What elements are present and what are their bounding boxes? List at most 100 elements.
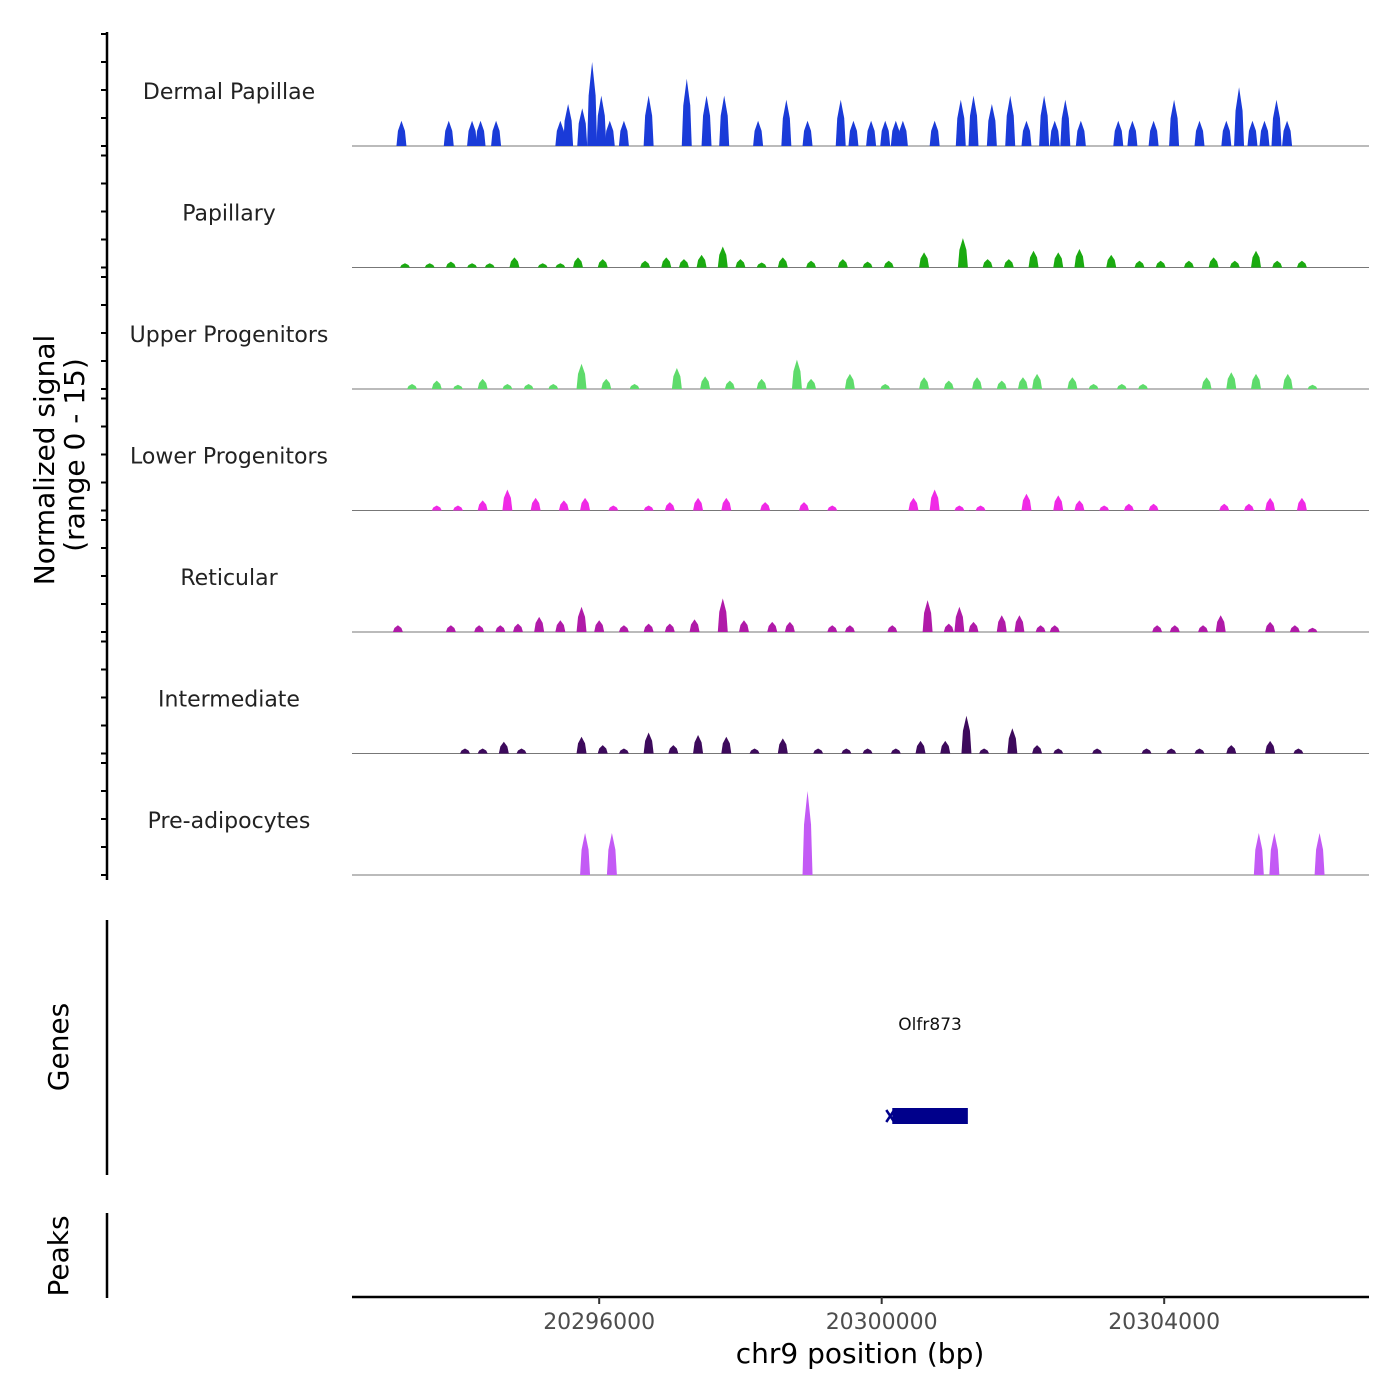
signal-peak [587,62,598,146]
signal-peak [643,732,654,754]
signal-peak [1014,615,1025,632]
signal-peak [1226,372,1237,389]
y-axis-range: (range 0 - 15) [58,358,91,552]
signal-peak [643,505,654,511]
signal-peak [563,104,574,146]
signal-peak [1123,503,1134,511]
signal-peak [1067,377,1078,389]
signal-peak [594,620,605,632]
signal-peak [721,497,732,511]
signal-peak [1003,259,1014,268]
signal-peak [661,257,672,268]
peaks-track-label: Peaks [42,1215,75,1296]
signal-peak [1017,377,1028,389]
signal-peak [484,263,495,268]
signal-peak [491,120,502,146]
signal-peak [392,625,403,632]
signal-peak [1247,120,1258,146]
signal-peak [1253,833,1264,875]
signal-peak [597,259,608,268]
signal-peak [629,383,640,389]
signal-peak [1307,627,1318,632]
signal-peak [1134,260,1145,268]
track-pre-adipocytes: Pre-adipocytes [148,791,1369,876]
signal-y-ticks [101,33,107,876]
signal-peak [671,368,682,389]
signal-peak [996,615,1007,632]
signal-peak [1127,120,1138,146]
signal-peak [897,120,908,146]
signal-peak [407,383,418,389]
signal-peak [813,748,824,754]
signal-peak [1049,120,1060,146]
signal-peak [523,383,534,389]
signal-peak [1269,833,1280,875]
signal-peak [919,252,930,268]
signal-peak [806,260,817,268]
signal-peak [643,95,654,146]
signal-peak [943,623,954,632]
signal-peak [1116,383,1127,389]
signal-peak [643,623,654,632]
signal-peak [534,616,545,632]
signal-peak [1060,99,1071,146]
signal-peak [1155,260,1166,268]
signal-peak [1138,383,1148,389]
gene-strand-marker [885,1109,896,1123]
x-tick-label: 20296000 [543,1310,655,1335]
signal-peak [961,715,972,754]
signal-tracks: Dermal Papillae Papillary Upper Progenitor… [130,62,1369,876]
signal-peak [689,619,700,632]
signal-peak [922,600,933,632]
signal-peak [1215,615,1226,632]
signal-peak [577,108,588,146]
signal-peak [608,505,619,511]
x-axis-title: chr9 position (bp) [736,1337,985,1370]
track-papillary: Papillary [182,202,1369,268]
signal-peak [601,378,612,389]
signal-peak [530,497,541,511]
signal-peak [1194,120,1205,146]
track-dermal-papillae: Dermal Papillae [143,62,1369,147]
signal-peak [576,606,587,632]
signal-peak [986,104,997,146]
signal-peak [495,625,506,632]
signal-peak [791,359,802,389]
signal-peak [1201,377,1212,389]
signal-peak [827,625,838,632]
signal-peak [509,257,520,268]
signal-peak [696,254,707,268]
signal-peak [717,246,728,268]
signal-peak [681,78,692,146]
signal-peak [1032,745,1043,754]
signal-peak [954,505,965,511]
signal-peak [606,833,617,875]
signal-peak [1148,503,1159,511]
signal-peak [866,120,877,146]
signal-peak [580,833,591,875]
signal-peak [558,500,569,511]
signal-peak [477,378,488,389]
signal-peak [929,489,940,511]
signal-peak [719,95,730,146]
signal-peak [844,625,855,632]
signal-peak [777,257,788,268]
signal-peak [1221,120,1232,146]
signal-peak [618,120,629,146]
signal-peak [664,623,675,632]
signal-peak [848,120,859,146]
signal-peak [756,378,767,389]
signal-peak [555,620,566,632]
signal-peak [555,263,566,268]
signal-peak [841,748,852,754]
signal-peak [1296,260,1307,268]
track-intermediate: Intermediate [158,688,1369,754]
signal-peak [1049,625,1060,632]
signal-peak [982,259,993,268]
x-tick-label: 20304000 [1108,1310,1220,1335]
signal-peak [880,120,891,146]
signal-peak [1053,748,1064,754]
signal-peak [516,748,527,754]
signal-peak [767,621,778,632]
signal-peak [972,377,983,389]
